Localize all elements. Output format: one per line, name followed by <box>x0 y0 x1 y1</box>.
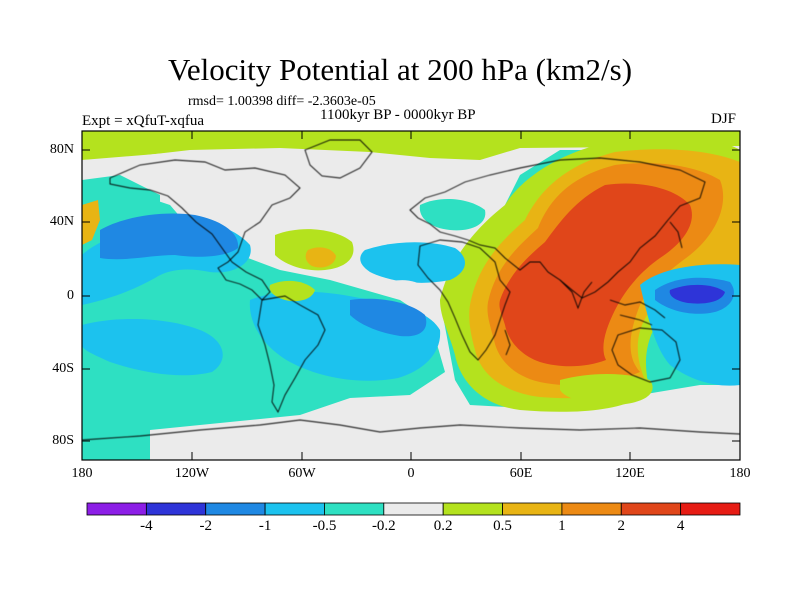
contour-field <box>82 131 740 460</box>
colorbar-label: -4 <box>140 518 153 534</box>
colorbar-swatch <box>264 502 325 516</box>
lat-label-80s: 80S <box>52 433 74 448</box>
colorbar-swatch <box>680 502 741 516</box>
colorbar-swatch <box>442 502 503 516</box>
colorbar-label: -0.2 <box>371 518 396 534</box>
colorbar-label: 0.2 <box>433 518 453 534</box>
map-title: Velocity Potential at 200 hPa (km2/s) <box>167 52 633 87</box>
lon-label-180w: 180 <box>71 466 93 481</box>
colorbar-swatch <box>205 502 266 516</box>
colorbar-label: 2 <box>617 518 626 534</box>
colorbar-label: 1 <box>558 518 566 534</box>
colorbar-label: 0.5 <box>493 518 512 534</box>
colorbar-swatch <box>502 502 563 516</box>
colorbar-label: 4 <box>676 518 685 534</box>
colorbar-label: -1 <box>258 518 272 534</box>
lat-label-40n: 40N <box>49 214 74 229</box>
period-text: 1100kyr BP - 0000kyr BP <box>320 107 476 123</box>
colorbar-swatch <box>620 502 682 516</box>
colorbar-swatch <box>324 502 385 516</box>
lon-label-60w: 60W <box>288 466 316 481</box>
lon-label-0: 0 <box>407 466 415 481</box>
colorbar-swatch <box>383 502 444 516</box>
lon-label-60e: 60E <box>509 466 533 481</box>
lat-label-0: 0 <box>67 288 74 303</box>
colorbar-swatch <box>86 502 147 516</box>
colorbar-swatch <box>561 502 622 516</box>
colorbar-swatch <box>145 502 207 516</box>
colorbar-label: -0.5 <box>312 518 337 534</box>
lat-label-40s: 40S <box>52 361 74 376</box>
axis-ticks <box>82 131 740 460</box>
lat-label-80n: 80N <box>49 142 74 157</box>
colorbar-label: -2 <box>199 518 212 534</box>
experiment-text: Expt = xQfuT-xqfua <box>82 113 205 129</box>
lon-label-120w: 120W <box>174 466 210 481</box>
lon-label-120e: 120E <box>615 466 645 481</box>
season-text: DJF <box>711 111 737 127</box>
stats-text: rmsd= 1.00398 diff= -2.3603e-05 <box>188 94 376 109</box>
coastlines <box>82 139 740 441</box>
lon-label-180e: 180 <box>729 466 751 481</box>
